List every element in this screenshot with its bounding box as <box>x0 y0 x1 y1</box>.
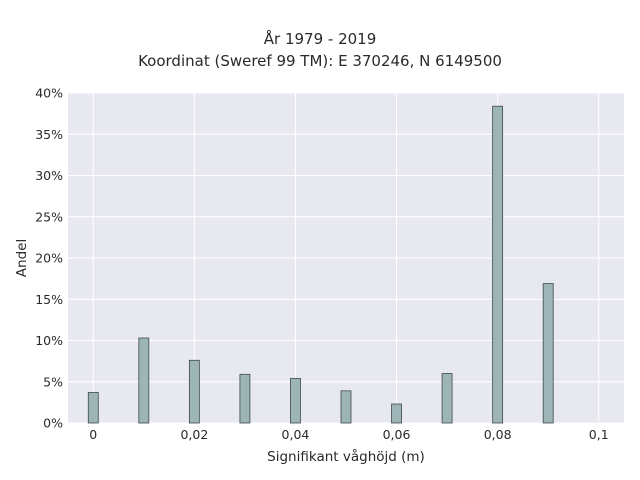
y-tick-label: 40% <box>35 86 63 101</box>
y-tick-label: 15% <box>35 292 63 307</box>
bar <box>188 359 200 424</box>
x-tick-label: 0 <box>89 427 97 442</box>
y-tick-label: 0% <box>43 416 63 431</box>
chart-title-line-1: År 1979 - 2019 <box>263 30 377 48</box>
bar <box>492 105 504 424</box>
chart-title-line-2: Koordinat (Sweref 99 TM): E 370246, N 61… <box>138 52 502 70</box>
y-tick-label: 35% <box>35 127 63 142</box>
bar <box>138 337 150 424</box>
y-tick-label: 25% <box>35 209 63 224</box>
y-tick-label: 10% <box>35 333 63 348</box>
y-tick-label: 30% <box>35 168 63 183</box>
bar <box>87 392 99 424</box>
y-axis-ticks: 0% 5% 10% 15% 20% 25% 30% 35% 40% <box>35 86 63 431</box>
y-axis-label: Andel <box>14 239 30 277</box>
bar <box>391 403 402 424</box>
bar <box>542 283 554 424</box>
bar <box>340 390 352 424</box>
x-tick-label: 0,08 <box>484 427 512 442</box>
chart-title: År 1979 - 2019 Koordinat (Sweref 99 TM):… <box>0 28 640 72</box>
x-tick-label: 0,06 <box>383 427 411 442</box>
x-tick-label: 0,02 <box>180 427 208 442</box>
x-axis-label: Signifikant våghöjd (m) <box>267 448 425 465</box>
x-tick-label: 0,1 <box>589 427 609 442</box>
bars <box>87 105 554 424</box>
bar <box>290 378 301 424</box>
grid-lines <box>68 92 624 424</box>
bar <box>239 373 251 424</box>
x-tick-label: 0,04 <box>282 427 310 442</box>
y-tick-label: 20% <box>35 251 63 266</box>
y-tick-label: 5% <box>43 374 63 389</box>
bar <box>441 373 453 424</box>
x-axis-ticks: 0 0,02 0,04 0,06 0,08 0,1 <box>89 427 608 442</box>
